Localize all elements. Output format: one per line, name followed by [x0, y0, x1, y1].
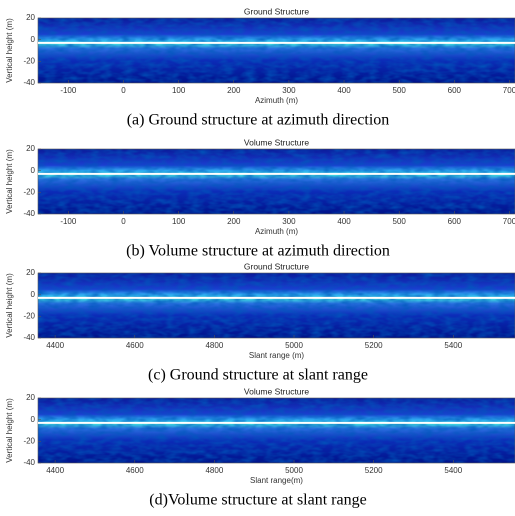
x-tick-label: 5200 — [365, 341, 383, 350]
y-tick-label: 0 — [31, 35, 36, 44]
x-tick-label: 4600 — [126, 466, 144, 475]
x-tick-label: 500 — [393, 86, 407, 95]
plot-frame — [37, 148, 515, 215]
x-tick-label: 300 — [282, 86, 296, 95]
x-tick-label: 200 — [227, 217, 241, 226]
y-tick-label: 20 — [26, 268, 35, 277]
x-tick-label: 0 — [121, 86, 126, 95]
y-tick-label: 20 — [26, 13, 35, 22]
x-tick-label: 400 — [337, 217, 351, 226]
y-tick-label: -20 — [23, 56, 35, 65]
x-tick-label: 4400 — [46, 341, 64, 350]
y-tick-label: -40 — [23, 458, 35, 467]
chart-title: Ground Structure — [244, 6, 309, 16]
y-axis-label: Vertical height (m) — [5, 149, 14, 214]
y-tick-label: 20 — [26, 144, 35, 153]
x-tick-label: 200 — [227, 86, 241, 95]
x-axis-label: Slant range (m) — [249, 351, 304, 360]
x-tick-label: 4800 — [205, 341, 223, 350]
y-axis-label: Vertical height (m) — [5, 398, 14, 463]
x-tick-label: 600 — [448, 86, 462, 95]
x-tick-label: 5200 — [365, 466, 383, 475]
x-tick-label: 4600 — [126, 341, 144, 350]
x-tick-label: 4800 — [205, 466, 223, 475]
y-tick-label: 0 — [31, 166, 36, 175]
x-tick-label: 5000 — [285, 466, 303, 475]
x-axis-label: Azimuth (m) — [255, 227, 298, 236]
y-tick-label: -20 — [23, 311, 35, 320]
heatmap-texture — [38, 273, 515, 338]
y-tick-label: -40 — [23, 78, 35, 87]
x-tick-label: 600 — [448, 217, 462, 226]
x-tick-label: 0 — [121, 217, 126, 226]
y-tick-label: 20 — [26, 393, 35, 402]
plot-frame — [37, 17, 515, 84]
x-tick-label: 5400 — [444, 341, 462, 350]
y-axis-label: Vertical height (m) — [5, 273, 14, 338]
y-tick-label: -40 — [23, 209, 35, 218]
heatmap-texture — [38, 18, 515, 83]
plot-frame — [37, 272, 515, 339]
caption: (c) Ground structure at slant range — [148, 367, 368, 384]
x-axis-label: Slant range(m) — [250, 476, 303, 485]
plot-frame — [37, 397, 515, 464]
x-tick-label: 700 — [503, 86, 515, 95]
chart-title: Volume Structure — [244, 386, 309, 396]
chart-title: Ground Structure — [244, 261, 309, 271]
heatmap-texture — [38, 149, 515, 214]
caption: (b) Volume structure at azimuth directio… — [126, 243, 390, 260]
chart-title: Volume Structure — [244, 137, 309, 147]
x-tick-label: 300 — [282, 217, 296, 226]
x-tick-label: 700 — [503, 217, 515, 226]
y-tick-label: -20 — [23, 187, 35, 196]
x-tick-label: 5400 — [444, 466, 462, 475]
x-tick-label: 4400 — [46, 466, 64, 475]
x-tick-label: 100 — [172, 217, 186, 226]
x-tick-label: 100 — [172, 86, 186, 95]
y-tick-label: -40 — [23, 333, 35, 342]
caption: (d)Volume structure at slant range — [149, 492, 366, 509]
y-axis-label: Vertical height (m) — [5, 18, 14, 83]
x-axis-label: Azimuth (m) — [255, 96, 298, 105]
caption: (a) Ground structure at azimuth directio… — [127, 112, 390, 129]
x-tick-label: -100 — [60, 217, 77, 226]
x-tick-label: 5000 — [285, 341, 303, 350]
y-tick-label: 0 — [31, 415, 36, 424]
x-tick-label: 500 — [393, 217, 407, 226]
x-tick-label: -100 — [60, 86, 77, 95]
y-tick-label: -20 — [23, 436, 35, 445]
heatmap-texture — [38, 398, 515, 463]
x-tick-label: 400 — [337, 86, 351, 95]
y-tick-label: 0 — [31, 290, 36, 299]
